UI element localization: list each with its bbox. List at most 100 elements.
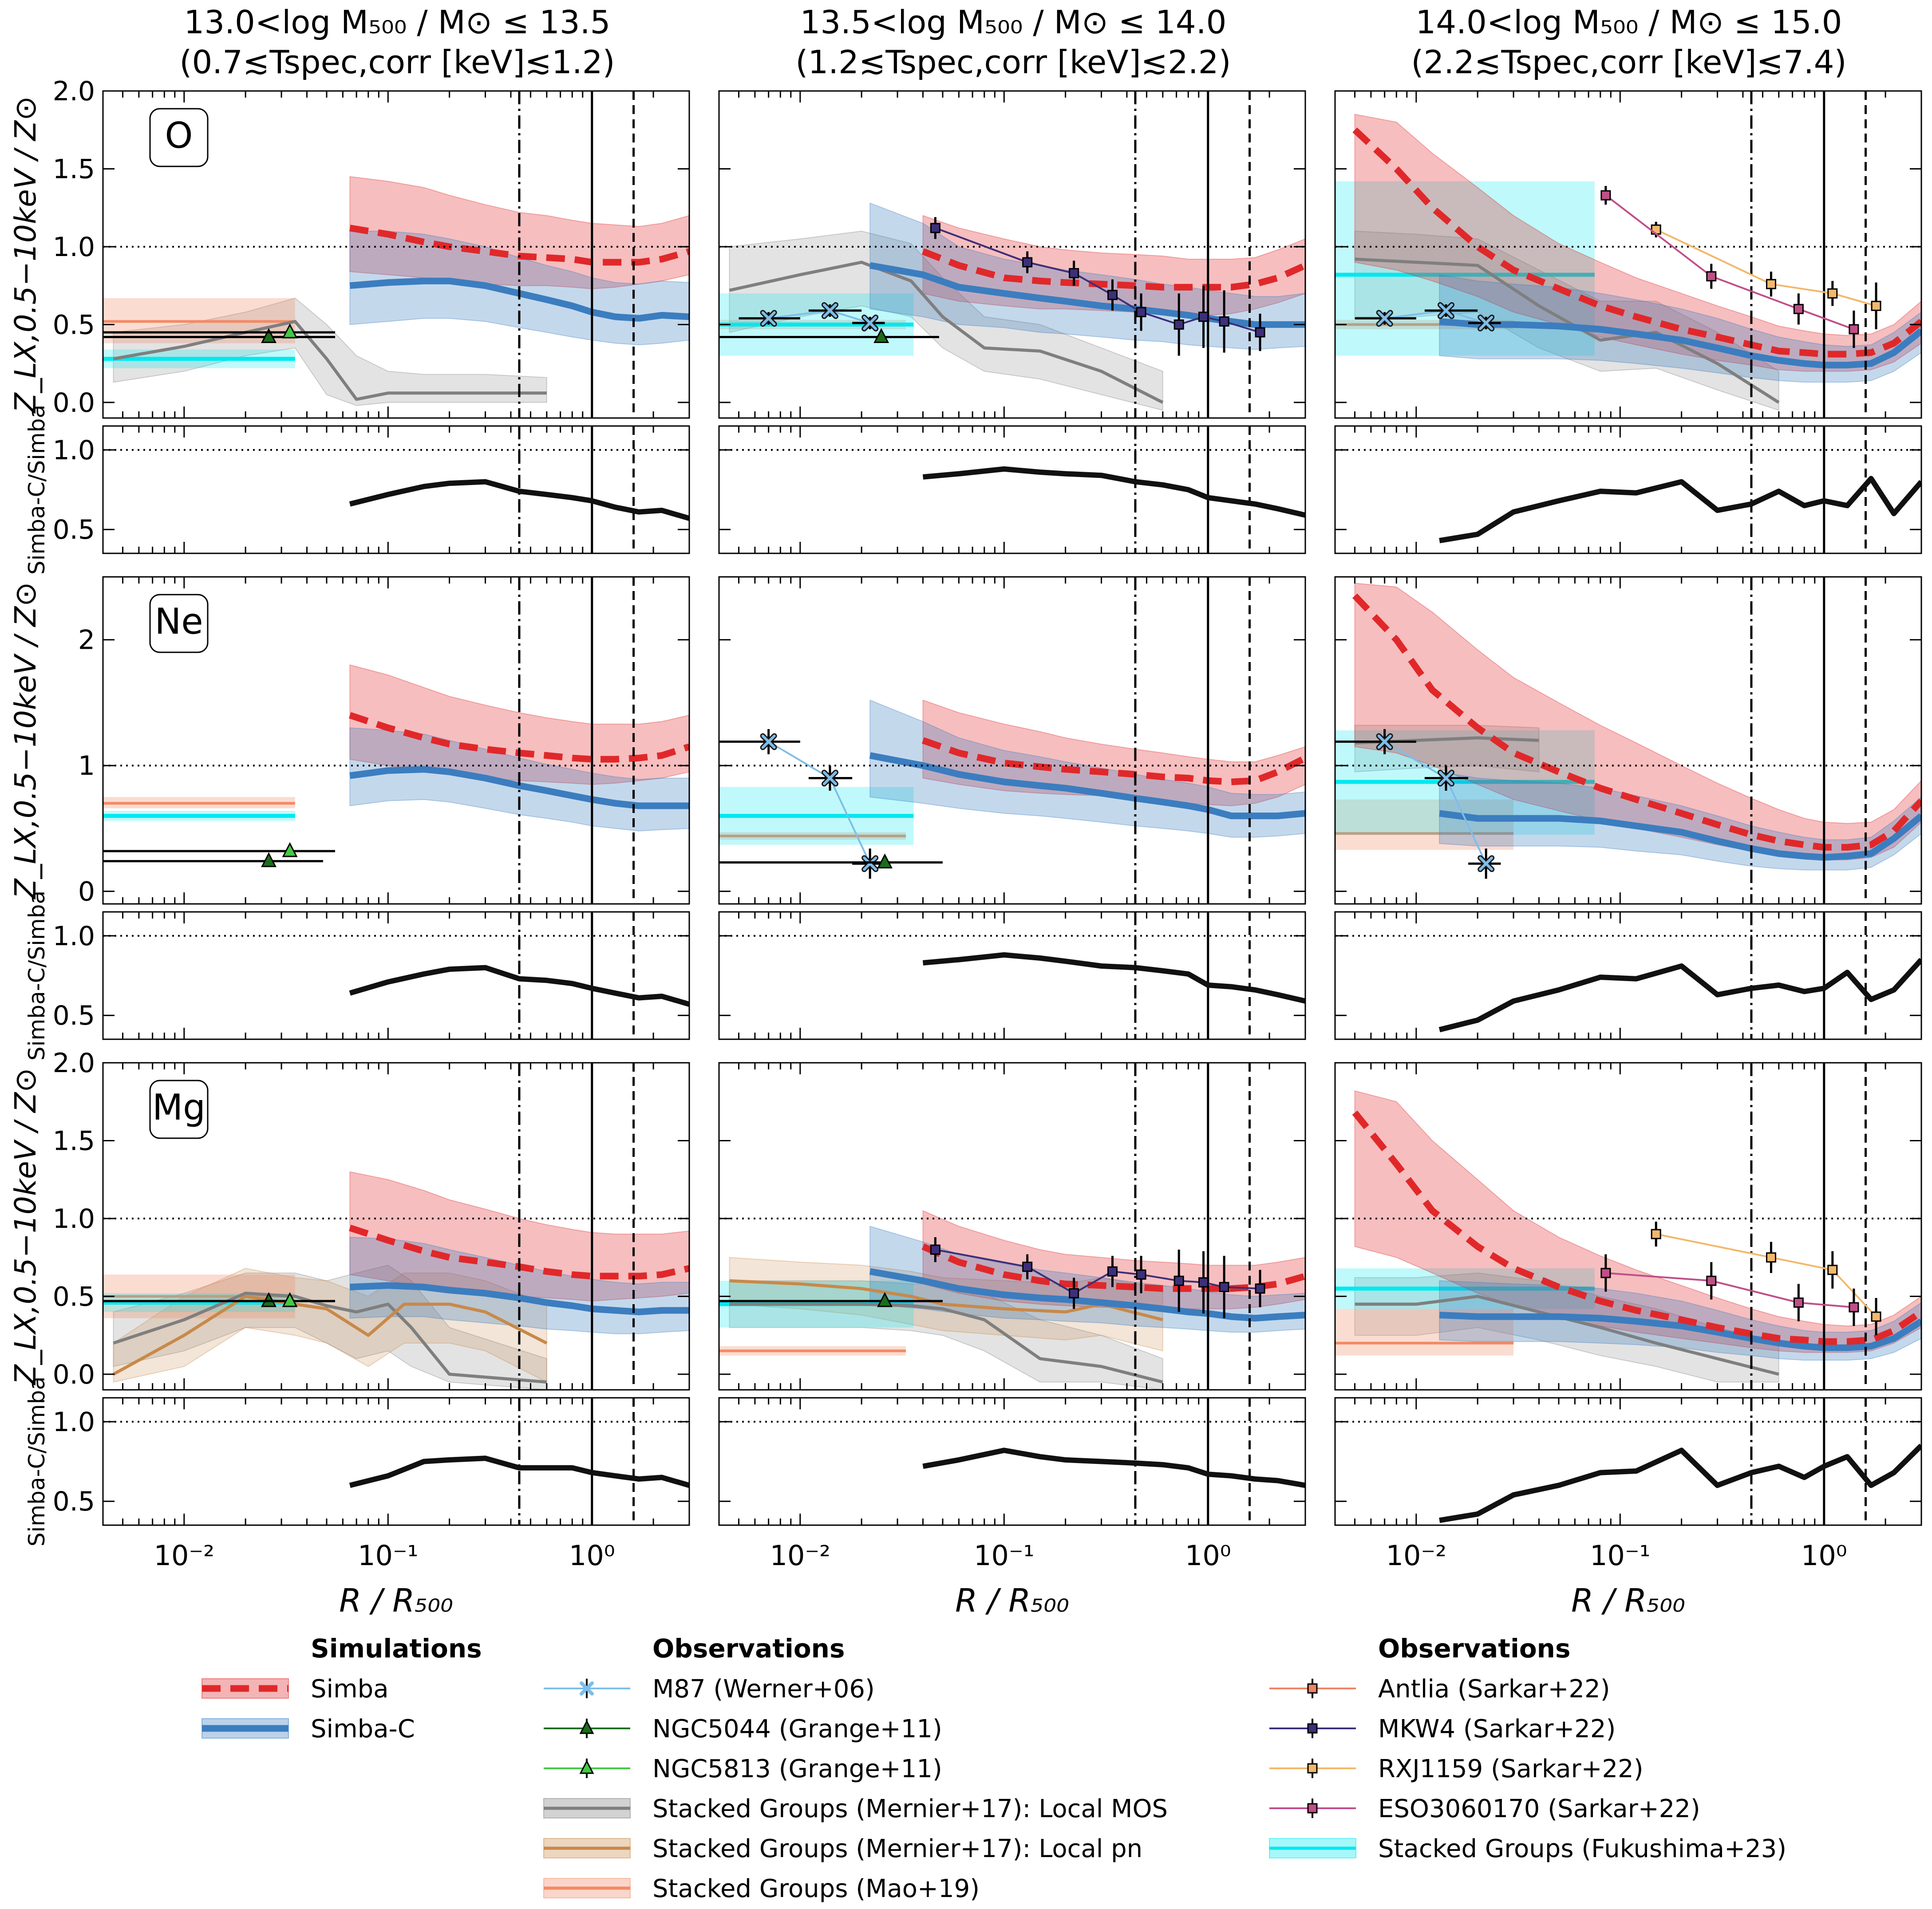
eso3060170-sarkar22-point [1600,190,1611,201]
mernier-mos-line [113,319,547,401]
simbac-band [869,202,1305,350]
ngc5044-grange11-point [877,853,893,868]
eso3060170-sarkar22-point [1706,271,1717,282]
legend-label-obs: Stacked Groups (Mernier+17): Local MOS [652,1795,1168,1823]
mkw4-sarkar22-point [1173,1275,1184,1286]
ratio-axes-frame [718,1397,1306,1526]
legend-label-obs: Stacked Groups (Fukushima+23) [1378,1834,1786,1863]
rxj1159-sarkar22-point [1651,224,1661,235]
ratio-plot-area [1335,1398,1921,1525]
ratio-line [922,1448,1305,1488]
main-axes-frame [102,576,690,905]
eso3060170-sarkar22-connector [1605,194,1854,330]
col-title-1-line1: 13.0<log M₅₀₀ / M⊙ ≤ 13.5 [184,4,611,41]
m87-werner06-point [1479,316,1493,330]
legend: Simulations Observations Observations Si… [201,1633,1786,1903]
legend-handle-marker [1307,1803,1318,1814]
ratio-tick-label: 0.5 [53,514,95,545]
ratio-axis-label: Simba-C/Simba [24,891,50,1061]
mernier-mos-line [113,1291,547,1384]
legend-handle-marker [1307,1723,1318,1734]
ratio-plot-area [719,426,1305,553]
legend-label-obs: NGC5044 (Grange+11) [652,1715,942,1743]
col-title-2-line1: 13.5<log M₅₀₀ / M⊙ ≤ 14.0 [800,4,1227,41]
m87-werner06-point [822,771,837,785]
element-label: Mg [152,1087,205,1128]
ratio-plot-area [103,426,689,553]
mkw4-sarkar22-point [1219,316,1229,327]
simba-line [921,1243,1305,1292]
ngc5813-grange11-point [282,323,298,339]
ratio-tick-label: 1.0 [53,921,95,952]
element-label-box [149,1080,209,1139]
mao-stacked-band [1335,799,1514,850]
ratio-line [1438,958,1921,1033]
y-tick-label: 0.0 [53,387,95,418]
ratio-plot-area [103,912,689,1039]
legend-handle-marker [579,1720,594,1734]
y-tick-label: 2.0 [53,1048,95,1079]
mernier-mos-band [729,1280,1163,1390]
simba-line [1352,1110,1921,1345]
element-label-box [149,108,209,167]
ratio-line [922,952,1305,1004]
mkw4-sarkar22-point [1022,1262,1033,1272]
simba-line [921,248,1305,291]
rxj1159-sarkar22-point [1766,279,1776,289]
panel-Ne-col1: 0 1 2 0.5 1.0 Ne Z_LX,0.5−10keV / Z⊙Simba-C/Si… [8,576,690,1061]
legend-obs-heading-1: Observations [652,1633,845,1664]
x-tick-label: 10⁻² [1386,1539,1446,1572]
m87-werner06-point [822,303,837,318]
m87-werner06-point [1438,303,1453,318]
y-tick-label: 0.5 [53,1281,95,1312]
m87-werner06-point [863,856,877,871]
y-axis-label: Z_LX,0.5−10keV / Z⊙ [8,96,43,414]
mkw4-sarkar22-point [1198,312,1209,322]
column-titles: 13.0<log M₅₀₀ / M⊙ ≤ 13.5 (0.7≲Tspec,cor… [179,4,1846,81]
simbac-line [1439,318,1921,369]
panels: 0.0 0.5 1.0 1.5 2.0 0.5 1.0 O Z_LX,0.5−10keV / Z… [8,76,1922,1619]
main-axes-frame [1334,576,1922,905]
m87-werner06-point [863,316,877,330]
panel-Ne-col3 [1334,576,1922,1040]
legend-handle-marker [580,1681,594,1696]
ratio-tick-label: 1.0 [53,435,95,466]
legend-label-obs: Stacked Groups (Mernier+17): Local pn [652,1834,1142,1863]
y-tick-label: 2.0 [53,76,95,107]
eso3060170-sarkar22-point [1600,1268,1611,1278]
ratio-axes-frame [102,425,690,554]
mkw4-sarkar22-point [1136,1269,1146,1280]
y-tick-label: 0 [78,876,95,907]
ngc5044-grange11-point [261,328,277,343]
element-label: O [165,115,193,156]
legend-label-obs: NGC5813 (Grange+11) [652,1755,942,1783]
simba-line [1352,593,1921,851]
ratio-axes-frame [718,911,1306,1040]
rxj1159-sarkar22-connector [1655,229,1877,307]
ratio-axes-frame [718,425,1306,554]
ratio-line [349,1455,689,1488]
panel-O-col1: 0.0 0.5 1.0 1.5 2.0 0.5 1.0 O Z_LX,0.5−10keV / Z… [8,76,690,575]
mernier-pn-line [112,1294,548,1376]
legend-label-sim: Simba [311,1675,389,1704]
m87-werner06-point [1377,311,1392,326]
y-tick-label: 1.0 [53,232,95,263]
main-plot-area [1335,1063,1921,1390]
main-plot-area [719,1063,1305,1390]
legend-handle-marker [1307,1683,1318,1694]
panel-O-col2 [718,90,1306,554]
y-tick-label: 1 [78,750,95,781]
ratio-tick-label: 1.0 [53,1407,95,1438]
legend-sim-heading: Simulations [311,1633,482,1664]
m87-werner06-point [1438,771,1453,785]
ratio-line [349,965,689,1007]
mernier-mos-line [729,260,1164,404]
mkw4-sarkar22-point [1107,1266,1118,1277]
main-axes-frame [102,1062,690,1391]
y-tick-label: 1.0 [53,1203,95,1235]
main-plot-area [1335,577,1921,904]
legend-label-obs: Antlia (Sarkar+22) [1378,1675,1610,1704]
simbac-line [349,1282,689,1315]
eso3060170-sarkar22-point [1849,1302,1859,1313]
